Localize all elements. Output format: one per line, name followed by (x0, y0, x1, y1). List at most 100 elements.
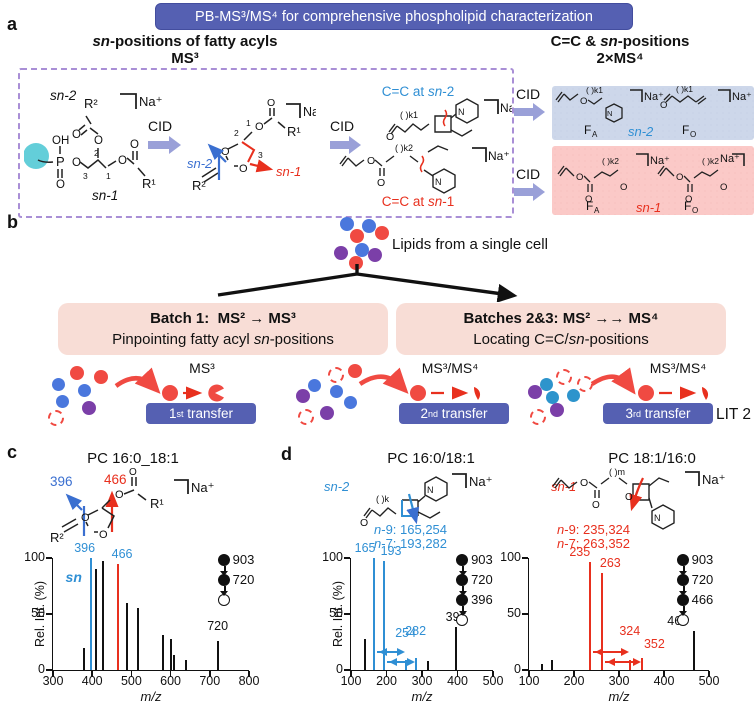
y-tick-label: 50 (329, 606, 343, 620)
spectrum-peak (404, 659, 407, 670)
legend-item: 903 (456, 553, 493, 566)
panel-c-label: c (7, 442, 18, 462)
pyridine-ring (432, 168, 456, 194)
n-atom: N (607, 109, 612, 118)
cid-arrow-4 (514, 183, 545, 201)
panel-d-right-structure: O O ( )m O N Na⁺ n-9: 235,324 n-7: 263,3… (552, 467, 725, 550)
fa-label: F (586, 199, 593, 213)
x-tick (708, 671, 710, 677)
spectrum-peak (641, 657, 644, 670)
y-tick-label: 100 (500, 550, 521, 564)
o-atom: O (118, 155, 127, 167)
n-atom: N (435, 177, 442, 187)
pyridine-ring (651, 504, 675, 530)
blue-arrow (65, 493, 83, 511)
spectrum-peak (102, 561, 105, 670)
legend-item: 466 (676, 593, 713, 606)
spectrum-peak (89, 558, 92, 670)
m466-label: 466 (104, 472, 127, 487)
x-tick (130, 671, 133, 677)
bracket (718, 89, 731, 102)
y-tick (344, 557, 350, 559)
x-tick (421, 671, 423, 677)
spectrum-peak (588, 562, 591, 670)
selected-lipid-dot (638, 385, 654, 401)
o-atom: O (585, 194, 592, 205)
lipid-dot (52, 378, 65, 391)
lipid-dot-dashed (556, 369, 572, 385)
fo-sub: O (692, 206, 698, 215)
spectrum-peak (126, 602, 129, 670)
sn1-cleavage-arrow (249, 159, 274, 173)
r2-label: R² (192, 178, 206, 193)
y-tick (522, 557, 528, 559)
x-tick-label: 500 (120, 674, 142, 688)
phosphate-bonds (37, 146, 63, 178)
spectrum-peak (161, 635, 164, 670)
legend-label: 903 (232, 552, 255, 567)
c1-number: 1 (106, 171, 111, 181)
lipid-dot (355, 243, 369, 257)
ring-bonds (225, 143, 239, 167)
fa-ester-chain (583, 169, 619, 192)
batch1-box: Batch 1: MS² → MS³ Pinpointing fatty acy… (58, 303, 388, 355)
cid-arrow-2 (330, 136, 361, 154)
cc-products-structures: O ( )k1 N Na⁺ O O ( )k2 N Na⁺ (339, 98, 512, 194)
spectrum-peak (455, 627, 458, 670)
cid-label-3: CID (516, 86, 541, 102)
bond (587, 97, 603, 105)
title-banner: PB-MS³/MS⁴ for comprehensive phospholipi… (155, 3, 633, 30)
lipid-dot (320, 406, 334, 420)
legend-label: 720 (691, 572, 714, 587)
bracket (452, 473, 467, 488)
x-tick (492, 671, 494, 677)
x-tick (663, 671, 665, 677)
na-label: Na⁺ (191, 480, 214, 495)
y-tick (46, 613, 52, 615)
panel-d-label: d (281, 444, 292, 464)
bracket (174, 479, 189, 494)
legend-down-arrow (220, 586, 229, 596)
o-atom: O (367, 155, 375, 167)
single-cell-label: Lipids from a single cell (392, 236, 548, 253)
peak-label: 282 (405, 623, 427, 638)
spectrum-peak (136, 608, 139, 670)
peak-label: 466 (111, 546, 133, 561)
bond (648, 497, 653, 509)
na-label: Na⁺ (720, 153, 740, 165)
fo-allyl (657, 165, 675, 177)
y-tick-label: 0 (38, 662, 45, 676)
o-atom: O (129, 467, 137, 478)
x-tick-label: 500 (698, 674, 720, 688)
legend-down-arrow (220, 566, 229, 576)
lipid-dot (540, 378, 553, 391)
na-label: Na⁺ (644, 91, 664, 103)
y-axis-title: Rel. Int. (%) (331, 581, 345, 647)
n9-label: n-9: 165,254 (374, 522, 447, 537)
bracket (286, 103, 301, 118)
selected-lipid-dot (162, 385, 178, 401)
spectrum-peak (383, 561, 385, 670)
peak-label: 396 (74, 541, 96, 555)
bracket (472, 147, 487, 162)
peak-label: 324 (619, 623, 641, 638)
legend-down-arrow (679, 586, 688, 596)
ring-highlight (401, 500, 418, 517)
ethyl-tail (427, 145, 449, 153)
peak-label: 263 (599, 555, 621, 570)
x-tick-label: 100 (340, 674, 362, 688)
x-tick (209, 671, 211, 677)
arrow-head-right (620, 648, 633, 657)
na-label: Na⁺ (139, 94, 162, 109)
x-tick (528, 671, 530, 677)
ring-bonds-right (101, 507, 115, 529)
y-axis-title: Rel. Int. (%) (33, 581, 47, 647)
x-tick (248, 671, 250, 677)
cid-arrow-1 (148, 136, 181, 154)
o-atom: O (576, 172, 583, 183)
c2-number: 2 (94, 148, 99, 158)
batch23-box: Batches 2&3: MS² →→ MS⁴ Locating C=C/sn-… (396, 303, 726, 355)
x-tick-label: 300 (411, 674, 433, 688)
selected-lipid-dot (410, 385, 426, 401)
lipid-dot-dashed (530, 409, 546, 425)
